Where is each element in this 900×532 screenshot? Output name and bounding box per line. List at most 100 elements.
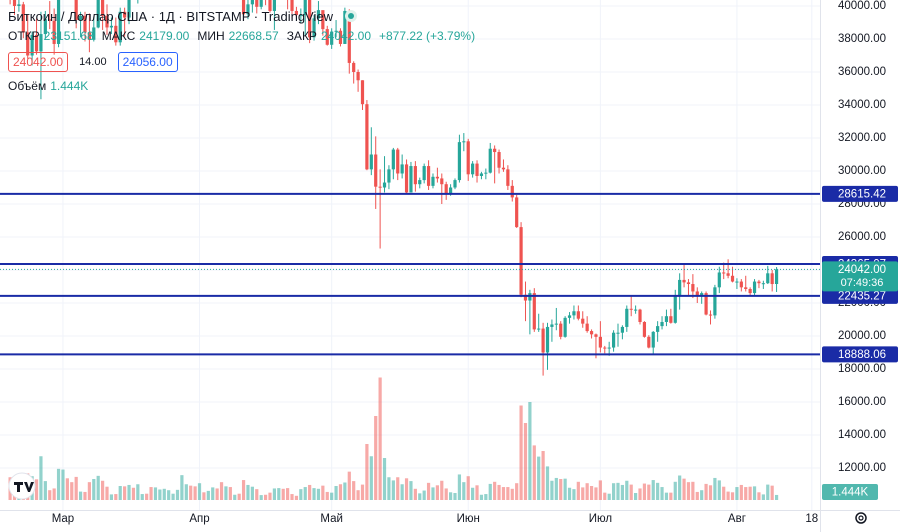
candle-body [12, 0, 17, 7]
candle-body [43, 19, 47, 35]
candle-body [418, 180, 422, 185]
volume-bar [669, 492, 673, 500]
candle-body [290, 0, 294, 11]
volume-bar [136, 484, 140, 500]
volume-bar [74, 476, 78, 500]
candle-body [308, 0, 312, 38]
volume-bar [193, 486, 197, 500]
volume-bar [409, 481, 413, 500]
level-label: 28615.42 [838, 188, 886, 200]
volume-bar [228, 487, 232, 500]
volume-bar [471, 487, 475, 500]
candle-body [426, 166, 431, 186]
volume-bar [237, 493, 241, 500]
candle-body [515, 197, 519, 228]
volume-bar [259, 495, 263, 500]
volume-bar [286, 488, 290, 500]
volume-bar [153, 487, 158, 500]
x-tick-label: Июл [589, 513, 612, 525]
level-label-bg [822, 185, 898, 202]
symbol-title[interactable]: Биткоин / Доллар США · 1Д · BITSTAMP · T… [8, 8, 333, 24]
candle-body [660, 321, 664, 327]
volume-bar [510, 488, 514, 500]
volume-bar [567, 487, 572, 500]
candle-body [678, 279, 682, 296]
candle-body [259, 0, 263, 7]
y-tick-label: 34000.00 [838, 99, 886, 111]
volume-bar [761, 494, 765, 500]
volume-bar [34, 479, 39, 500]
candle-body [638, 309, 642, 322]
candle-body [105, 15, 109, 28]
volume-bar [497, 484, 501, 500]
volume-bar [519, 405, 523, 500]
candle-body [545, 326, 550, 353]
candle-body [347, 10, 351, 63]
ask[interactable]: 24056.00 [117, 52, 178, 72]
candle-body [78, 15, 83, 21]
volume-bar [722, 486, 726, 500]
volume-title: Объём [8, 79, 47, 93]
volume-bar [682, 478, 686, 500]
candle-body [365, 104, 369, 170]
volume-bar [585, 483, 589, 500]
market-status[interactable] [345, 10, 357, 22]
candle-body [109, 25, 114, 28]
volume-bar [123, 486, 127, 500]
volume-bar [52, 488, 56, 500]
candle-body [462, 141, 466, 143]
candle-body [382, 182, 387, 188]
candle-body [404, 164, 409, 193]
bid[interactable]: 24042.00 [8, 52, 69, 72]
y-tick-label: 12000.00 [838, 462, 886, 474]
y-tick-label: 16000.00 [838, 396, 886, 408]
volume-label: 1.444K [832, 487, 869, 499]
candle-body [484, 172, 488, 174]
candle-body [554, 323, 558, 325]
volume-bar [523, 423, 528, 500]
volume-bar [422, 490, 426, 500]
volume-bar [739, 484, 743, 500]
volume-bar [515, 483, 519, 500]
spread: 14.00 [79, 56, 107, 68]
volume-bar [184, 484, 188, 500]
candle-body [774, 269, 779, 285]
candle-layer [9, 0, 779, 376]
candle-body [717, 272, 721, 288]
candle-body [572, 311, 576, 316]
volume-bar [158, 489, 162, 500]
candle-body [713, 287, 717, 316]
volume-bar [589, 486, 594, 500]
candle-body [493, 148, 497, 153]
candle-body [396, 149, 400, 174]
candle-body [87, 32, 91, 40]
volume-bar [708, 485, 713, 500]
candle-body [686, 282, 691, 285]
candle-body [664, 316, 669, 322]
y-tick-label: 30000.00 [838, 165, 886, 177]
candle-body [52, 20, 56, 44]
candle-body [360, 80, 365, 105]
volume-bar [440, 480, 444, 500]
volume-bar [616, 482, 620, 500]
volume-bar [352, 481, 356, 500]
stat-label: ЗАКР [286, 29, 317, 43]
candle-body [708, 314, 713, 316]
candle-body [352, 62, 356, 73]
volume-bar [162, 488, 166, 500]
settings-gear[interactable] [855, 512, 867, 524]
volume-bar [532, 445, 536, 500]
candle-body [475, 163, 479, 176]
candle-body [338, 30, 343, 44]
volume-bar [316, 488, 321, 500]
volume-bar [686, 482, 691, 500]
volume-bar [647, 484, 651, 500]
volume-bar [444, 488, 448, 500]
volume-bar [39, 456, 43, 500]
volume-bar [167, 490, 171, 500]
volume-bar [189, 485, 193, 500]
candle-body [629, 308, 633, 310]
candle-body [770, 273, 774, 285]
